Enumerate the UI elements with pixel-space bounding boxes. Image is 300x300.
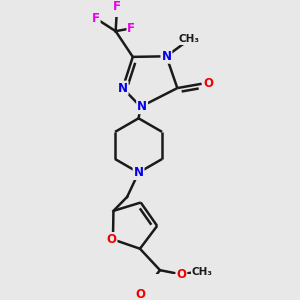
- Text: O: O: [136, 288, 146, 300]
- Text: N: N: [134, 166, 144, 179]
- Text: N: N: [161, 50, 171, 63]
- Text: O: O: [203, 77, 213, 90]
- Text: N: N: [118, 82, 128, 94]
- Text: CH₃: CH₃: [179, 34, 200, 44]
- Text: O: O: [176, 268, 186, 281]
- Text: N: N: [137, 100, 147, 113]
- Text: O: O: [106, 233, 116, 246]
- Text: F: F: [113, 0, 121, 14]
- Text: F: F: [92, 12, 100, 25]
- Text: CH₃: CH₃: [192, 267, 213, 277]
- Text: F: F: [128, 22, 135, 35]
